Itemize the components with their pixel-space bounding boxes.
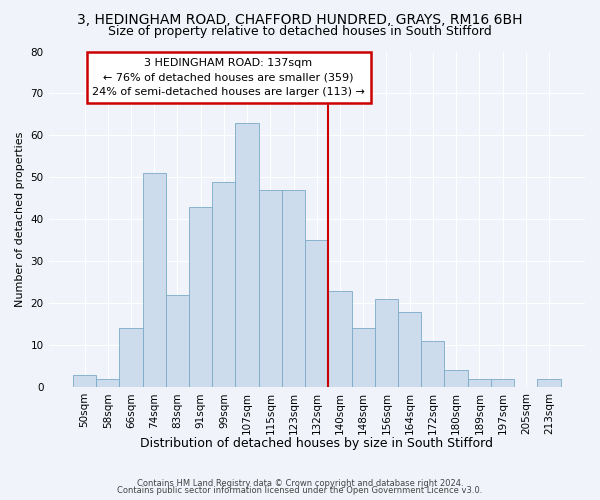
- Bar: [212, 182, 235, 387]
- Bar: [468, 379, 491, 387]
- Bar: [421, 341, 445, 387]
- Text: 3, HEDINGHAM ROAD, CHAFFORD HUNDRED, GRAYS, RM16 6BH: 3, HEDINGHAM ROAD, CHAFFORD HUNDRED, GRA…: [77, 12, 523, 26]
- Bar: [445, 370, 468, 387]
- Bar: [143, 173, 166, 387]
- Bar: [491, 379, 514, 387]
- Bar: [398, 312, 421, 387]
- Bar: [119, 328, 143, 387]
- Text: 3 HEDINGHAM ROAD: 137sqm
← 76% of detached houses are smaller (359)
24% of semi-: 3 HEDINGHAM ROAD: 137sqm ← 76% of detach…: [92, 58, 365, 98]
- Bar: [282, 190, 305, 387]
- Bar: [235, 123, 259, 387]
- Bar: [189, 207, 212, 387]
- Bar: [375, 299, 398, 387]
- Bar: [328, 290, 352, 387]
- Bar: [166, 295, 189, 387]
- Text: Size of property relative to detached houses in South Stifford: Size of property relative to detached ho…: [108, 25, 492, 38]
- Bar: [352, 328, 375, 387]
- Bar: [73, 374, 96, 387]
- Text: Contains public sector information licensed under the Open Government Licence v3: Contains public sector information licen…: [118, 486, 482, 495]
- X-axis label: Distribution of detached houses by size in South Stifford: Distribution of detached houses by size …: [140, 437, 493, 450]
- Bar: [538, 379, 560, 387]
- Text: Contains HM Land Registry data © Crown copyright and database right 2024.: Contains HM Land Registry data © Crown c…: [137, 478, 463, 488]
- Bar: [96, 379, 119, 387]
- Bar: [259, 190, 282, 387]
- Y-axis label: Number of detached properties: Number of detached properties: [15, 132, 25, 307]
- Bar: [305, 240, 328, 387]
